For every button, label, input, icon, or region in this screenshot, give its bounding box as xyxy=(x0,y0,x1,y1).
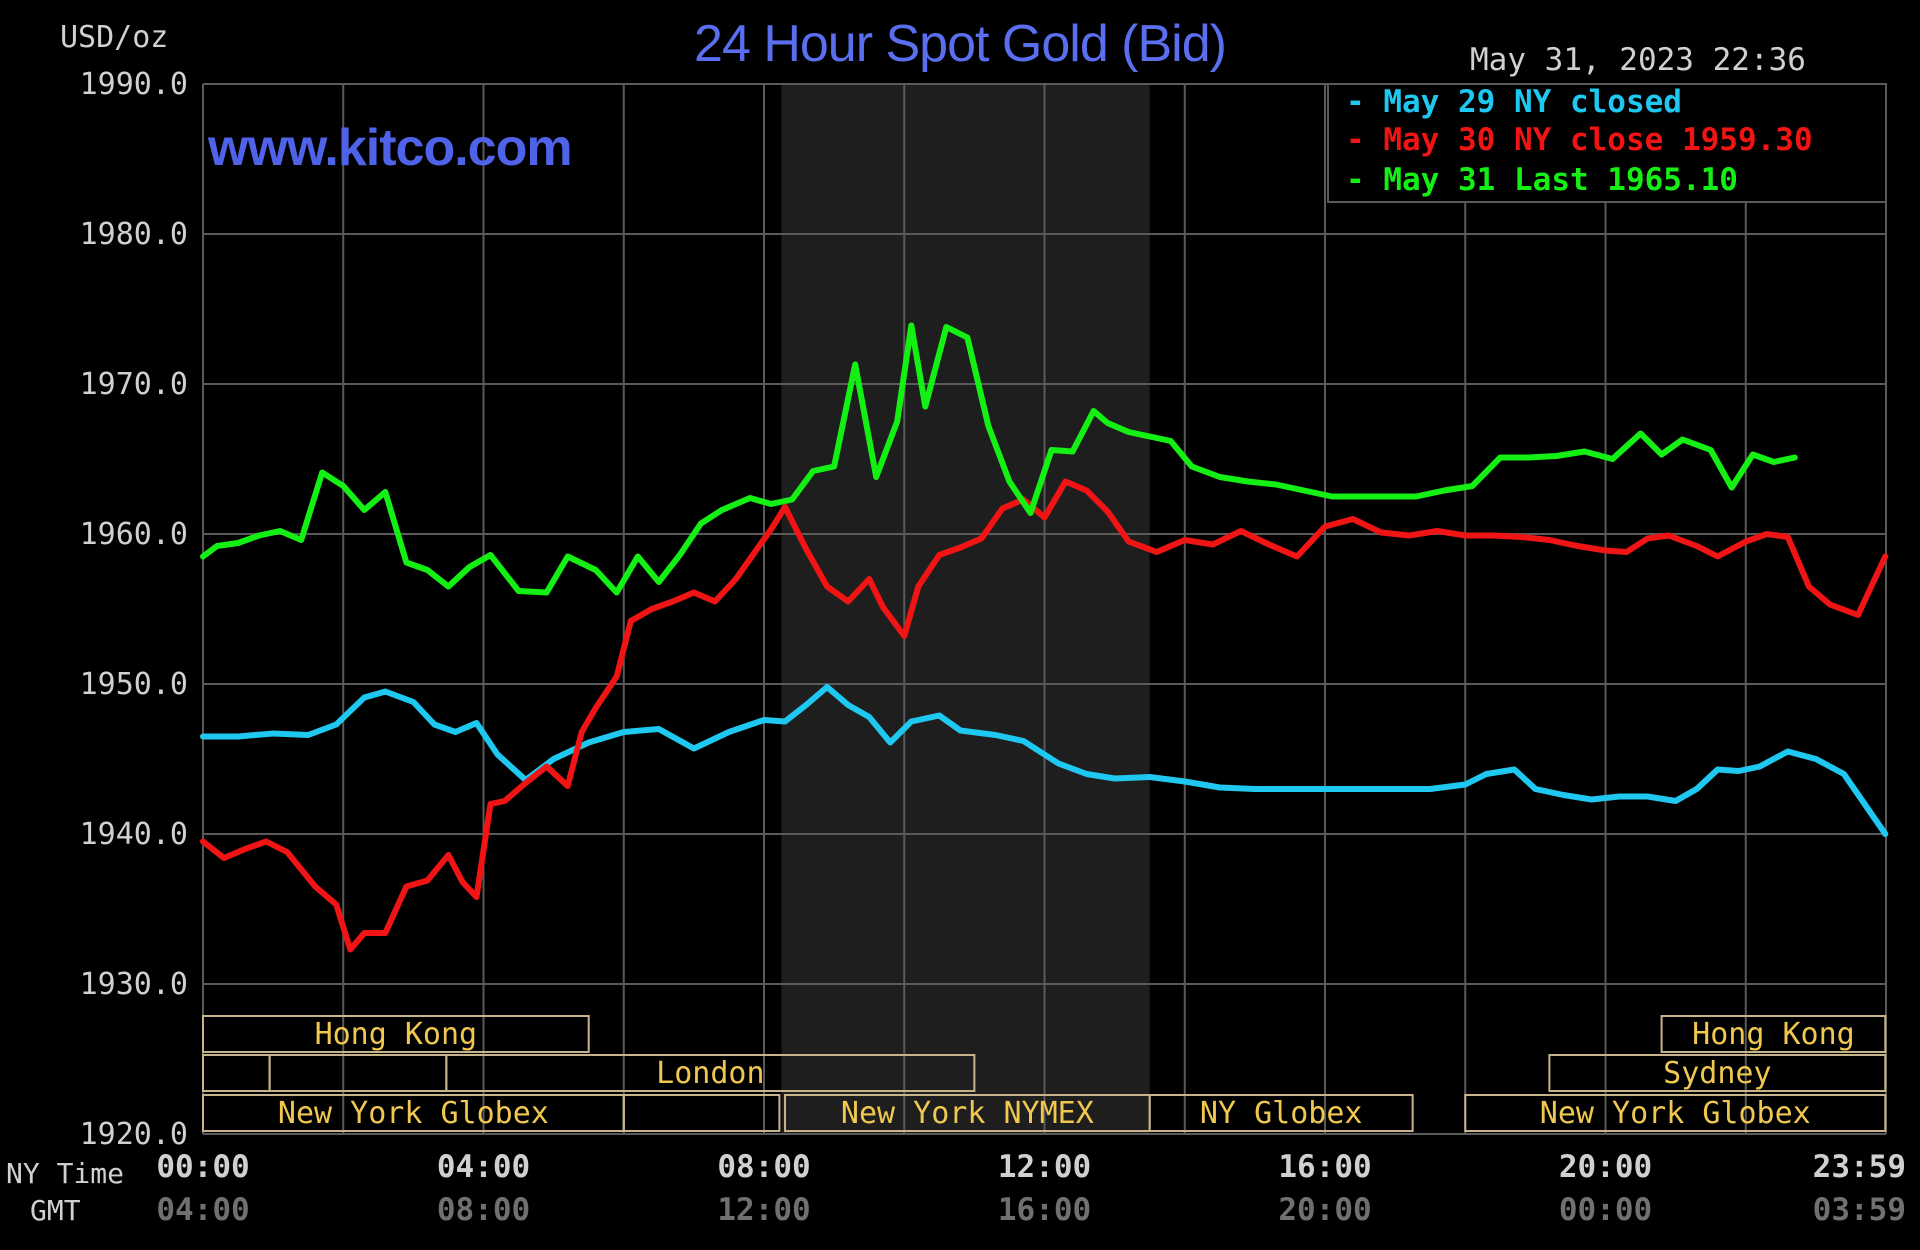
x-axis-gmt-label: GMT xyxy=(30,1194,81,1227)
legend-label: May 29 NY closed xyxy=(1383,84,1682,120)
y-tick-label: 1970.0 xyxy=(80,367,188,402)
session-box xyxy=(268,1054,448,1092)
session-box xyxy=(1148,1094,1414,1132)
x-axis-ny-label: NY Time xyxy=(6,1157,124,1190)
session-label: London xyxy=(656,1056,764,1091)
y-tick-label: 1990.0 xyxy=(80,67,188,102)
legend-marker: - xyxy=(1346,84,1365,120)
session-box xyxy=(1660,1015,1887,1053)
x-tick-gmt: 03:59 xyxy=(1813,1192,1906,1228)
legend-marker: - xyxy=(1346,122,1365,158)
y-axis-units: USD/oz xyxy=(60,20,169,55)
session-box xyxy=(202,1054,271,1092)
market-sessions: Hong Kong London New York Globex New York N… xyxy=(202,1015,1887,1132)
session-box xyxy=(622,1094,781,1132)
chart-timestamp: May 31, 2023 22:36 xyxy=(1470,42,1806,78)
series-line-2 xyxy=(200,322,1798,596)
legend-box xyxy=(1327,83,1887,203)
y-tick-label: 1960.0 xyxy=(80,517,188,552)
axis-labels: 1990.0 1980.0 1970.0 1960.0 1950.0 1940.0 1930… xyxy=(6,67,1906,1228)
series-line-1 xyxy=(200,478,1889,953)
series-line-0 xyxy=(200,684,1889,837)
session-box xyxy=(1464,1094,1887,1132)
x-tick-gmt: 00:00 xyxy=(1559,1192,1652,1228)
x-tick-ny: 08:00 xyxy=(717,1149,810,1185)
nymex-shaded-region xyxy=(781,84,1150,1134)
nymex-shade-rect xyxy=(781,84,1150,1134)
session-label: Hong Kong xyxy=(315,1017,478,1052)
x-tick-ny: 12:00 xyxy=(998,1149,1091,1185)
session-label: New York NYMEX xyxy=(841,1096,1094,1131)
x-tick-ny: 00:00 xyxy=(156,1149,249,1185)
session-label: Sydney xyxy=(1663,1056,1771,1091)
session-label: New York Globex xyxy=(1540,1096,1811,1131)
y-tick-label: 1950.0 xyxy=(80,667,188,702)
legend-marker: - xyxy=(1346,162,1365,198)
y-tick-label: 1920.0 xyxy=(80,1117,188,1152)
legend-item-may29: - May 29 NY closed xyxy=(1346,84,1682,120)
price-series xyxy=(200,322,1889,953)
legend-item-may31: - May 31 Last 1965.10 xyxy=(1346,162,1738,198)
x-tick-gmt: 12:00 xyxy=(717,1192,810,1228)
chart-title: 24 Hour Spot Gold (Bid) xyxy=(694,15,1227,73)
session-label: Hong Kong xyxy=(1692,1017,1855,1052)
site-watermark[interactable]: www.kitco.com xyxy=(208,119,573,177)
session-box xyxy=(1548,1054,1887,1092)
chart-legend: - May 29 NY closed - May 30 NY close 195… xyxy=(1328,84,1884,200)
y-tick-label: 1980.0 xyxy=(80,217,188,252)
session-box xyxy=(445,1054,976,1092)
legend-label: May 31 Last 1965.10 xyxy=(1383,162,1738,198)
x-tick-gmt: 08:00 xyxy=(437,1192,530,1228)
legend-label: May 30 NY close 1959.30 xyxy=(1383,122,1813,158)
x-tick-gmt: 16:00 xyxy=(998,1192,1091,1228)
x-tick-gmt: 04:00 xyxy=(156,1192,249,1228)
legend-item-may30: - May 30 NY close 1959.30 xyxy=(1346,122,1813,158)
x-tick-gmt: 20:00 xyxy=(1278,1192,1371,1228)
session-label: New York Globex xyxy=(278,1096,549,1131)
session-label: NY Globex xyxy=(1200,1096,1363,1131)
x-tick-ny: 23:59 xyxy=(1813,1149,1906,1185)
y-tick-label: 1940.0 xyxy=(80,817,188,852)
x-tick-ny: 04:00 xyxy=(437,1149,530,1185)
session-box xyxy=(202,1015,590,1053)
chart-grid xyxy=(202,83,1887,1135)
x-tick-ny: 20:00 xyxy=(1559,1149,1652,1185)
y-tick-label: 1930.0 xyxy=(80,967,188,1002)
x-tick-ny: 16:00 xyxy=(1278,1149,1371,1185)
